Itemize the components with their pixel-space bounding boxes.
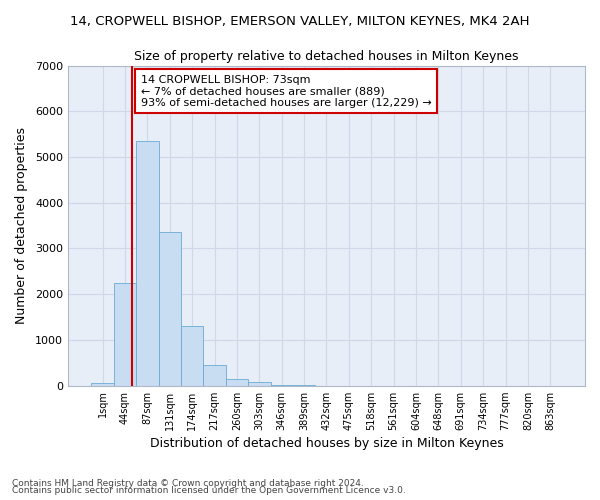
Title: Size of property relative to detached houses in Milton Keynes: Size of property relative to detached ho…	[134, 50, 519, 63]
Bar	[181, 326, 203, 386]
Text: 14, CROPWELL BISHOP, EMERSON VALLEY, MILTON KEYNES, MK4 2AH: 14, CROPWELL BISHOP, EMERSON VALLEY, MIL…	[70, 15, 530, 28]
Bar	[248, 382, 271, 386]
X-axis label: Distribution of detached houses by size in Milton Keynes: Distribution of detached houses by size …	[149, 437, 503, 450]
Bar	[271, 384, 293, 386]
Bar	[114, 283, 136, 386]
Text: Contains public sector information licensed under the Open Government Licence v3: Contains public sector information licen…	[12, 486, 406, 495]
Bar	[136, 141, 158, 386]
Bar	[203, 365, 226, 386]
Bar	[91, 384, 114, 386]
Bar	[226, 379, 248, 386]
Text: 14 CROPWELL BISHOP: 73sqm
← 7% of detached houses are smaller (889)
93% of semi-: 14 CROPWELL BISHOP: 73sqm ← 7% of detach…	[140, 74, 431, 108]
Y-axis label: Number of detached properties: Number of detached properties	[15, 127, 28, 324]
Text: Contains HM Land Registry data © Crown copyright and database right 2024.: Contains HM Land Registry data © Crown c…	[12, 478, 364, 488]
Bar	[158, 232, 181, 386]
